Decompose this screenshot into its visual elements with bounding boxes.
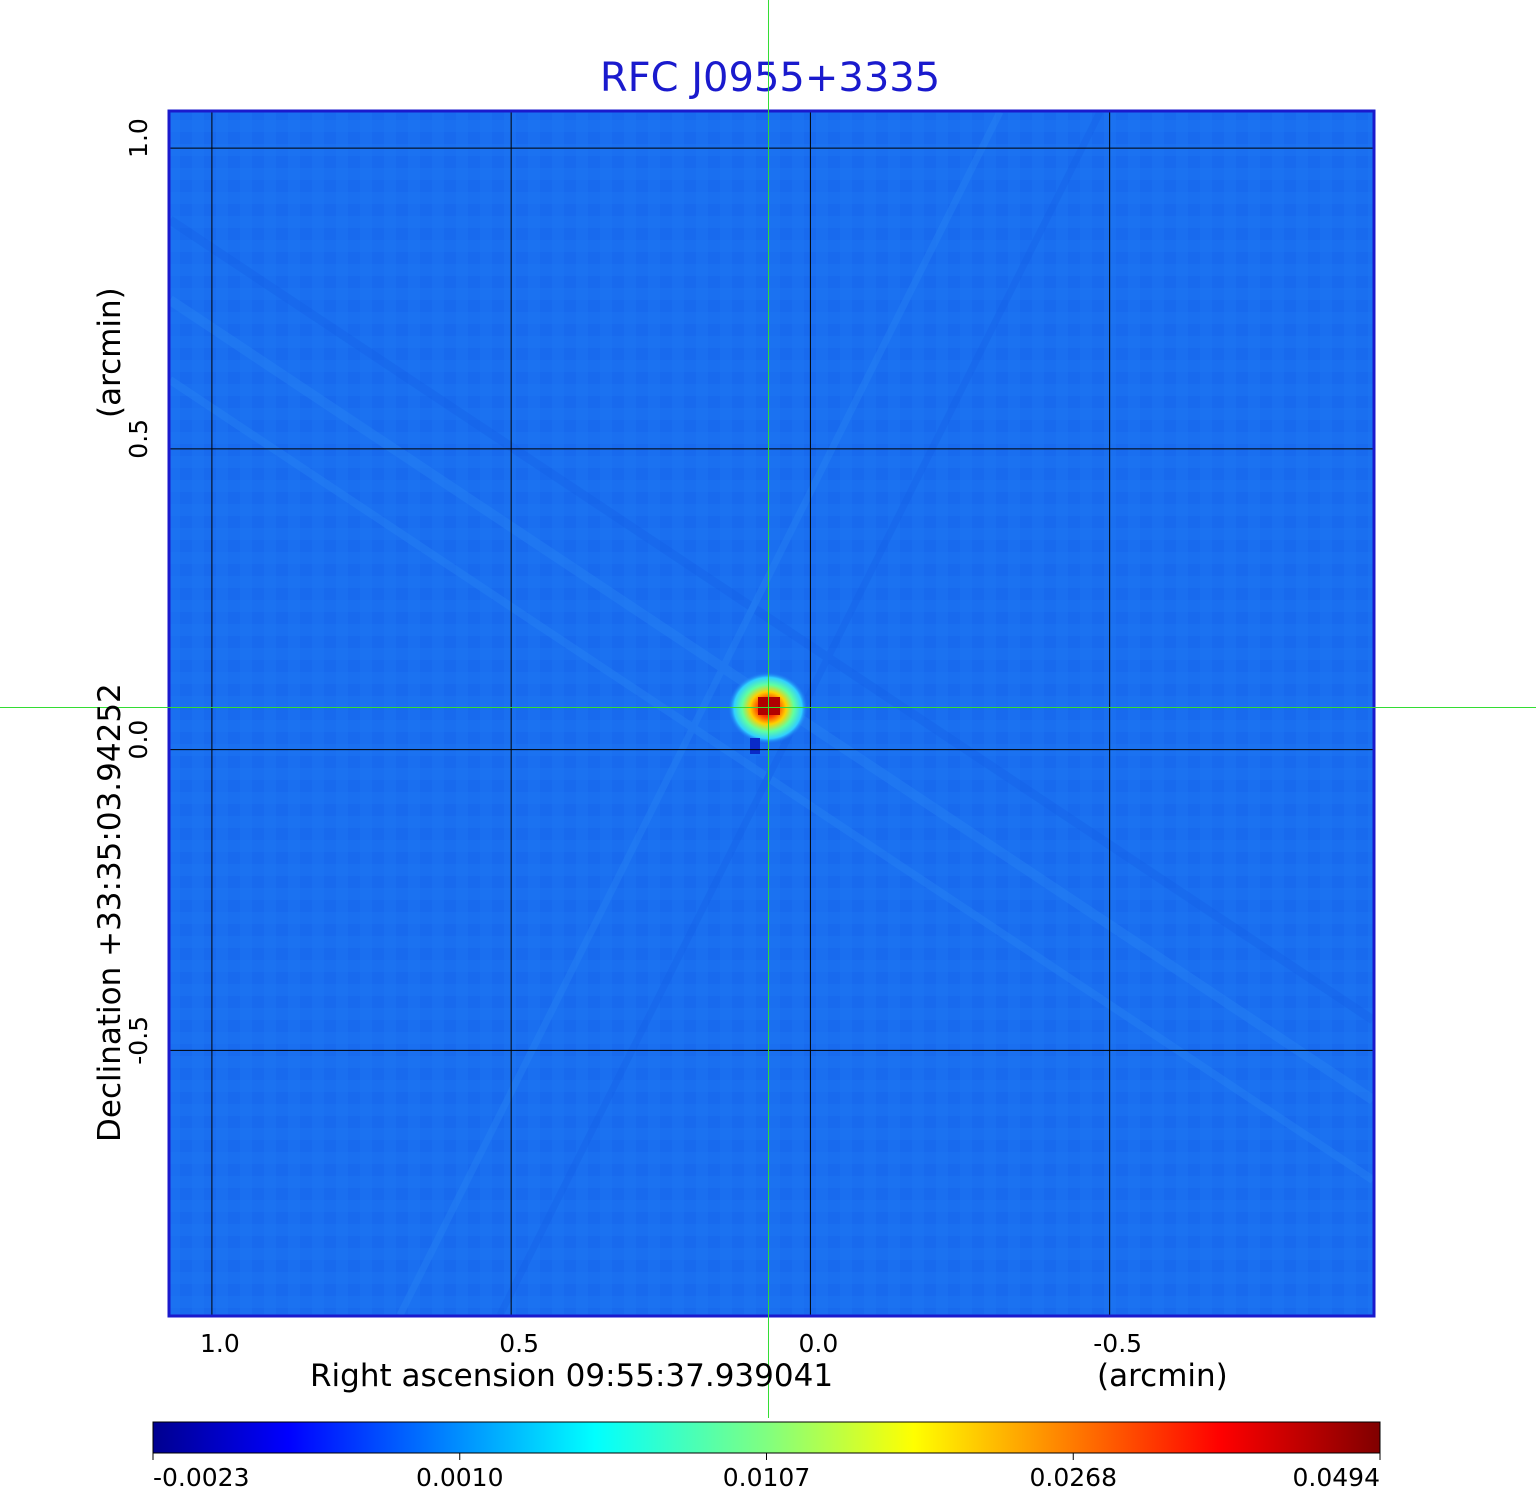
y-axis-unit: (arcmin) (92, 287, 128, 418)
y-tick-label: -0.5 (124, 1016, 153, 1065)
x-tick-label: 0.5 (499, 1329, 539, 1358)
source-negative-pixel (750, 738, 760, 754)
sidelobe-pattern (170, 112, 1373, 1315)
x-tick-label: 0.0 (799, 1329, 839, 1358)
source-crosshair (0, 0, 1536, 1418)
colorbar-tick-label: -0.0023 (153, 1463, 250, 1492)
x-axis-unit: (arcmin) (1097, 1358, 1228, 1394)
x-tick-label: 1.0 (200, 1329, 240, 1358)
map-frame (167, 109, 1376, 1318)
colorbar-tick-label: 0.0107 (723, 1463, 810, 1492)
y-tick-label: 0.5 (124, 419, 153, 459)
y-tick-labels: 1.0 0.5 0.0 -0.5 (124, 118, 153, 1065)
x-axis-label: Right ascension 09:55:37.939041 (310, 1358, 833, 1394)
radio-map (170, 112, 1373, 1315)
colorbar (152, 1421, 1381, 1454)
colorbar-tick-label: 0.0010 (416, 1463, 503, 1492)
coordinate-grid (170, 112, 1373, 1315)
x-tick-label: -0.5 (1093, 1329, 1142, 1358)
y-tick-label: 1.0 (124, 118, 153, 158)
colorbar-tick-label: 0.0268 (1030, 1463, 1117, 1492)
colorbar-tick-labels: -0.0023 0.0010 0.0107 0.0268 0.0494 (152, 1453, 1381, 1492)
x-tick-labels: 1.0 0.5 0.0 -0.5 (200, 1329, 1142, 1358)
colorbar-tick-label: 0.0494 (1293, 1463, 1380, 1492)
y-axis-label: Declination +33:35:03.94252 (92, 683, 128, 1142)
plot-title: RFC J0955+3335 (600, 55, 940, 101)
y-tick-label: 0.0 (124, 720, 153, 760)
